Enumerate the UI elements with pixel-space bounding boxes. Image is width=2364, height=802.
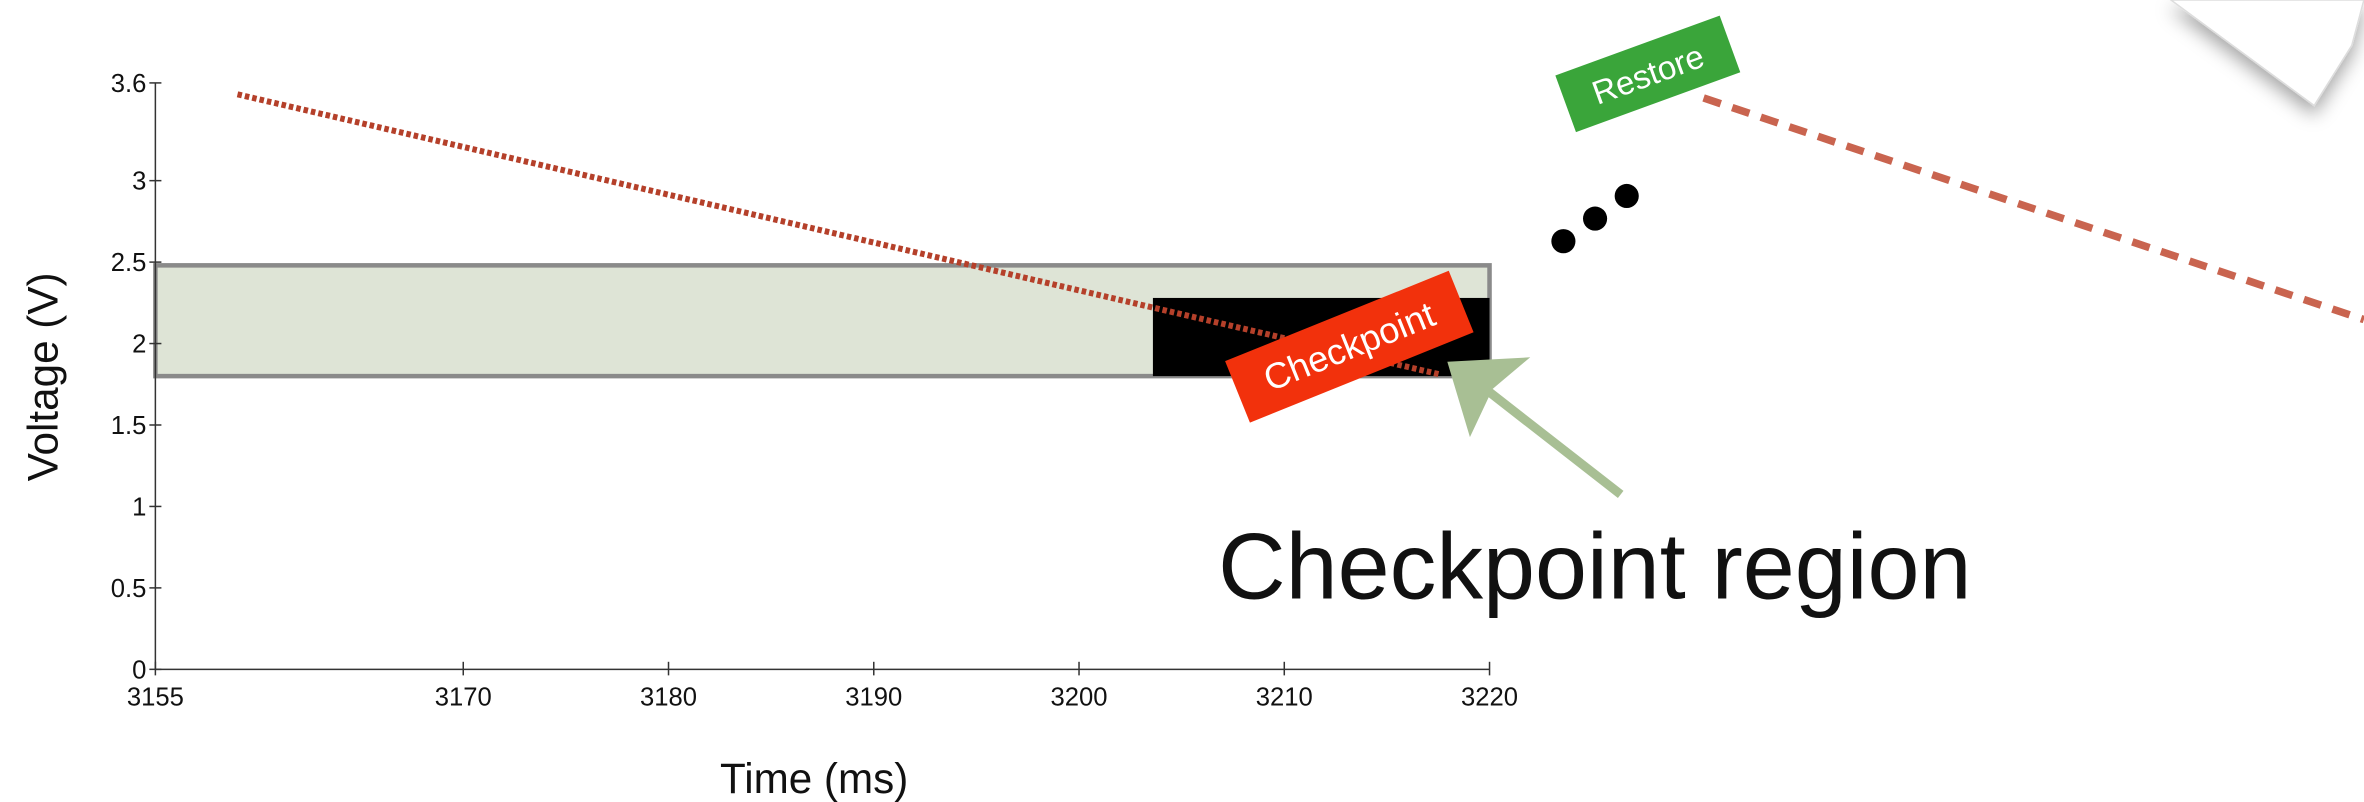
- restore-box: [1555, 15, 1741, 133]
- checkpoint-box: [1225, 270, 1474, 423]
- y-tick-label: 2: [132, 331, 146, 359]
- restore-line: [1702, 94, 2364, 324]
- y-tick-label: 0.5: [111, 575, 147, 603]
- y-tick-label: 1: [132, 493, 146, 521]
- ellipsis-dot: [1614, 183, 1639, 209]
- x-tick-label: 3170: [435, 684, 492, 712]
- series-line: [236, 91, 1441, 378]
- y-tick-label: 3.6: [111, 70, 147, 98]
- restore-tag: Restore: [1555, 15, 1741, 133]
- region-label: Checkpoint region: [1218, 513, 1971, 618]
- ellipsis-dot: [1583, 206, 1608, 231]
- x-tick-label: 3200: [1051, 684, 1108, 712]
- y-axis-label: Voltage (V): [19, 272, 66, 481]
- x-tick-label: 3180: [640, 684, 697, 712]
- x-axis-label: Time (ms): [720, 755, 908, 802]
- x-tick-label: 3190: [845, 684, 902, 712]
- x-tick-label: 3210: [1256, 684, 1313, 712]
- paper-decoration: [2169, 0, 2364, 107]
- y-tick-label: 2.5: [111, 249, 147, 277]
- x-tick-label: 3155: [127, 684, 184, 712]
- ellipsis-dot: [1551, 229, 1576, 254]
- x-tick-label: 3220: [1461, 684, 1518, 712]
- y-tick-label: 0: [132, 656, 146, 684]
- y-tick-label: 3: [132, 168, 146, 196]
- region-arrow: [1447, 357, 1624, 499]
- y-tick-label: 1.5: [111, 412, 147, 440]
